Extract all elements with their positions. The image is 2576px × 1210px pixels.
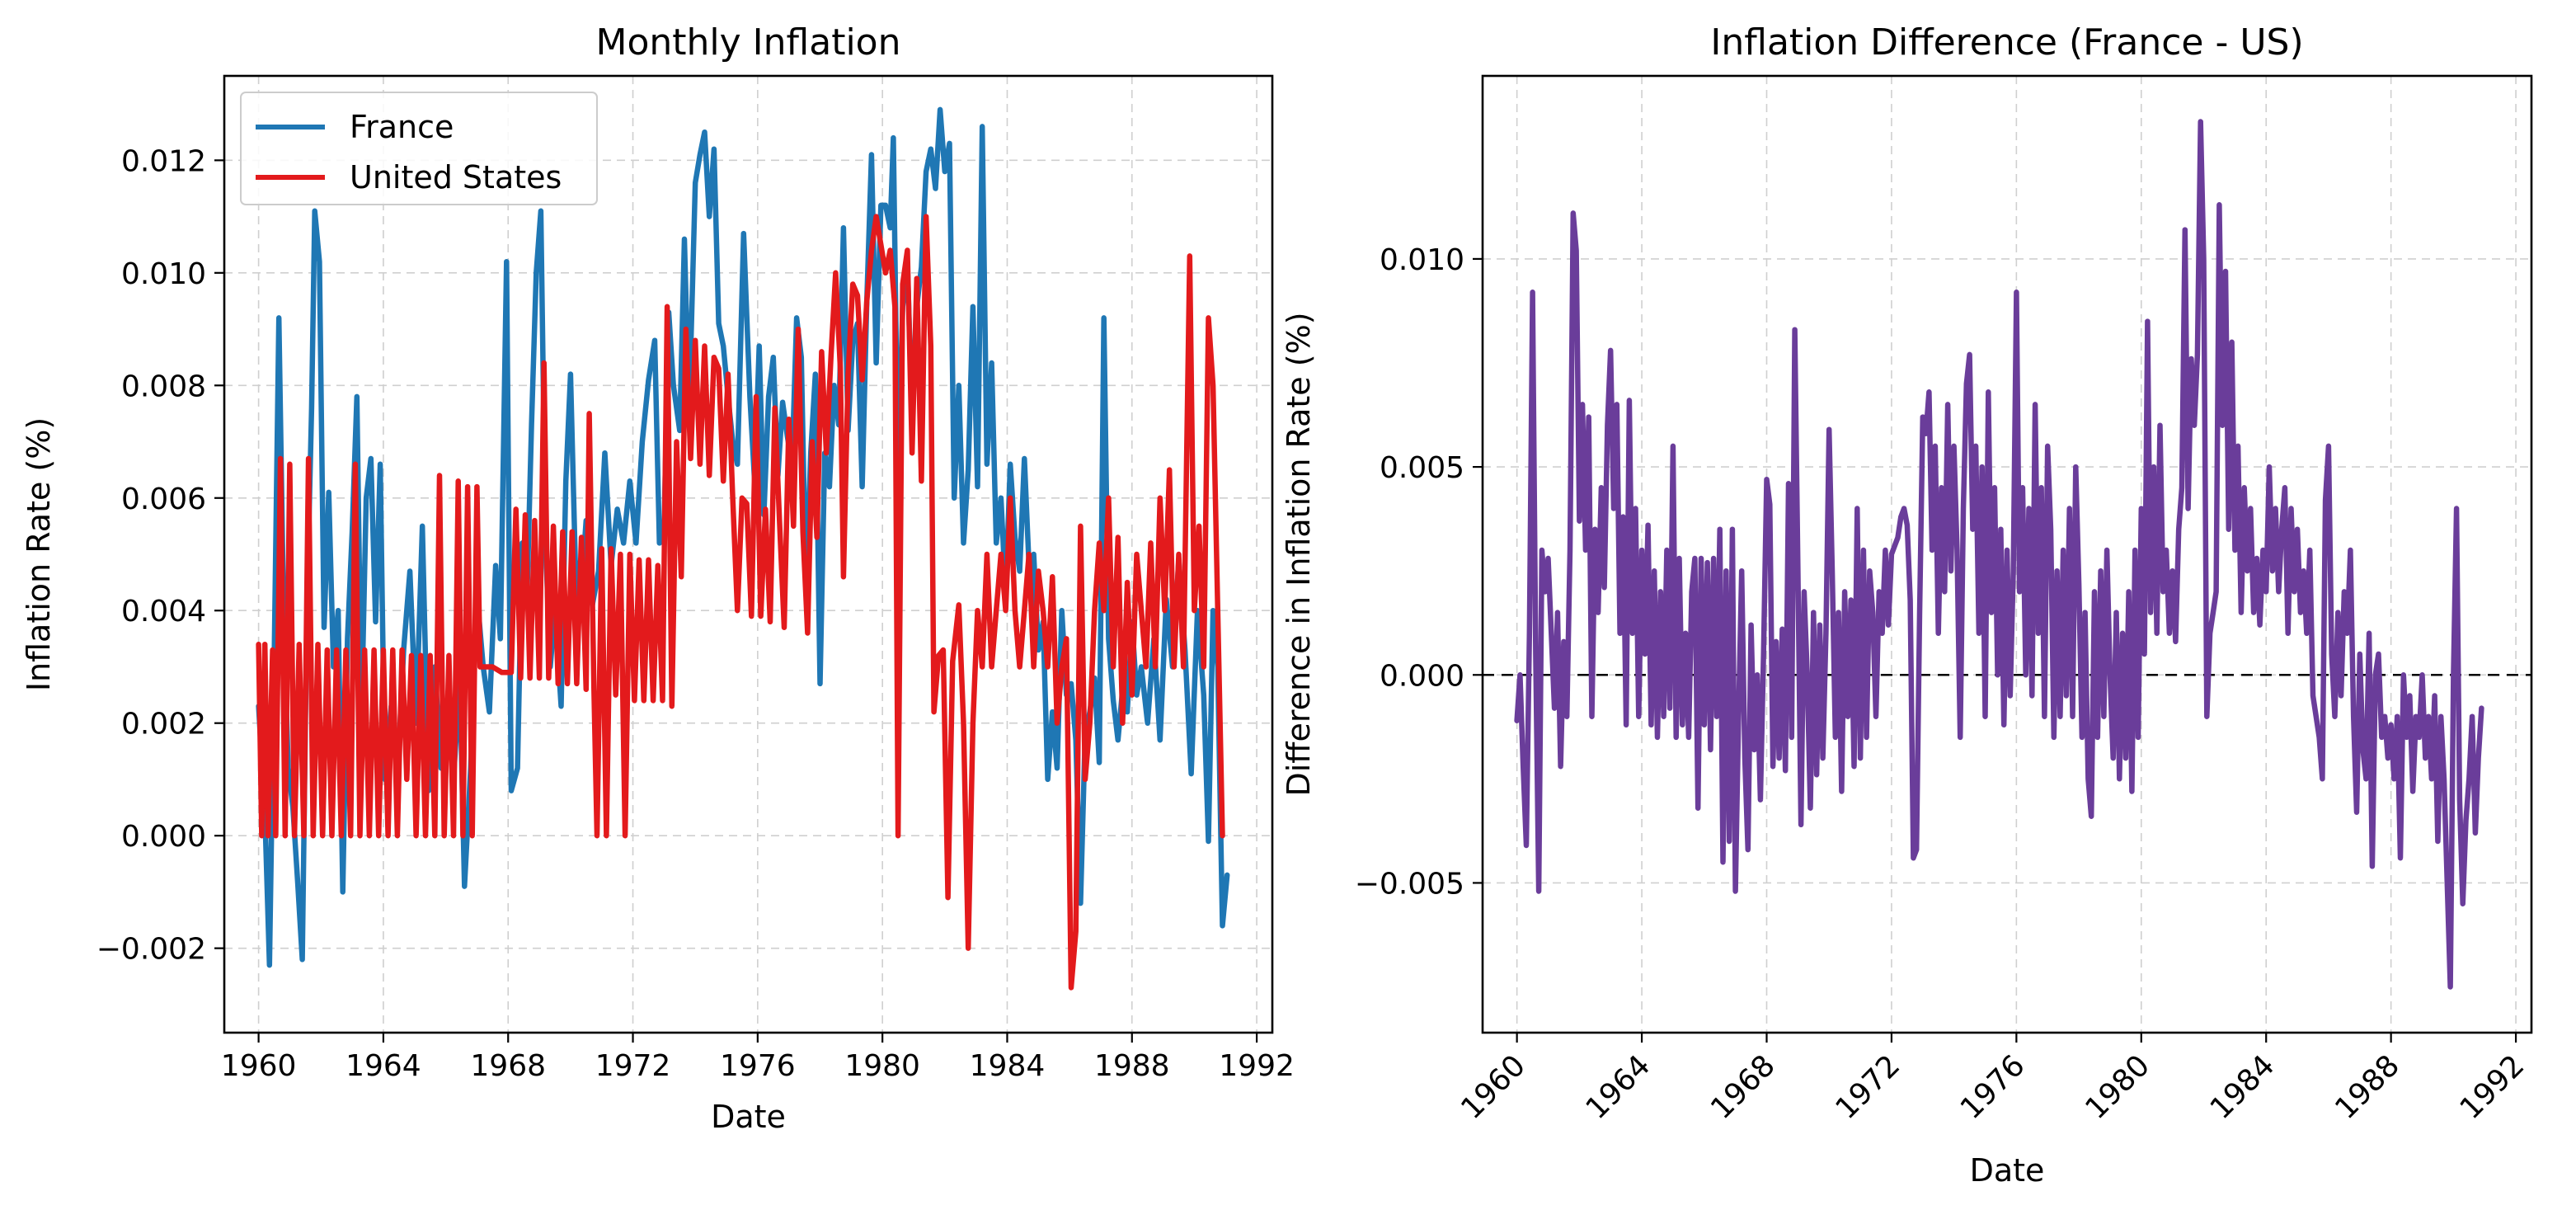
series-lines [256, 106, 1230, 991]
y-tick-label-3: 0.004 [121, 595, 206, 629]
x-tick-label-7: 1988 [1094, 1049, 1170, 1083]
plot-frame [1481, 74, 2533, 1034]
x-tick-label-1: 1964 [346, 1049, 421, 1083]
x-axis-label: Date [711, 1099, 786, 1135]
x-tick-label-4: 1976 [720, 1049, 796, 1083]
x-tick-label-3: 1972 [595, 1049, 671, 1083]
legend: France United States [240, 92, 598, 205]
legend-label-france: France [350, 109, 454, 145]
monthly-inflation-chart: 1960 1964 1968 1972 1976 1980 1984 1988 1992 −0.0… [21, 21, 1295, 1135]
y-tick-label-0: −0.002 [96, 933, 206, 967]
y-tick-label-1: 0.000 [121, 820, 206, 854]
y-tick-label-4: 0.006 [121, 483, 206, 516]
x-tick-label-5: 1980 [844, 1049, 920, 1083]
x-tick-label-2: 1968 [470, 1049, 546, 1083]
axis-ticks: 1960 1964 1968 1972 1976 1980 1984 1988 1992 −0.0… [96, 144, 1295, 1083]
y-tick-label-6: 0.010 [121, 257, 206, 291]
chart-title: Inflation Difference (France - US) [1710, 21, 2303, 64]
legend-box [240, 92, 598, 205]
y-tick-label-1: 0.000 [1380, 659, 1464, 693]
series-line-united-states [256, 214, 1225, 991]
chart-title: Monthly Inflation [596, 21, 901, 64]
x-tick-label-6: 1984 [970, 1049, 1046, 1083]
x-axis-label: Date [1970, 1152, 2045, 1189]
y-axis-label: Difference in Inflation Rate (%) [1281, 312, 1317, 796]
y-tick-label-0: −0.005 [1355, 867, 1464, 901]
y-tick-label-2: 0.005 [1380, 451, 1464, 485]
y-tick-label-2: 0.002 [121, 708, 206, 742]
y-tick-label-5: 0.008 [121, 370, 206, 403]
y-tick-label-3: 0.010 [1380, 243, 1464, 277]
x-tick-label-0: 1960 [221, 1049, 297, 1083]
x-tick-label-8: 1992 [1219, 1049, 1295, 1083]
y-axis-label: Inflation Rate (%) [21, 417, 57, 691]
y-tick-label-7: 0.012 [121, 144, 206, 178]
plot-frame [223, 74, 1274, 1034]
series-lines [1514, 119, 2484, 990]
series-line-difference [1514, 119, 2484, 990]
legend-label-united-states: United States [350, 159, 562, 195]
